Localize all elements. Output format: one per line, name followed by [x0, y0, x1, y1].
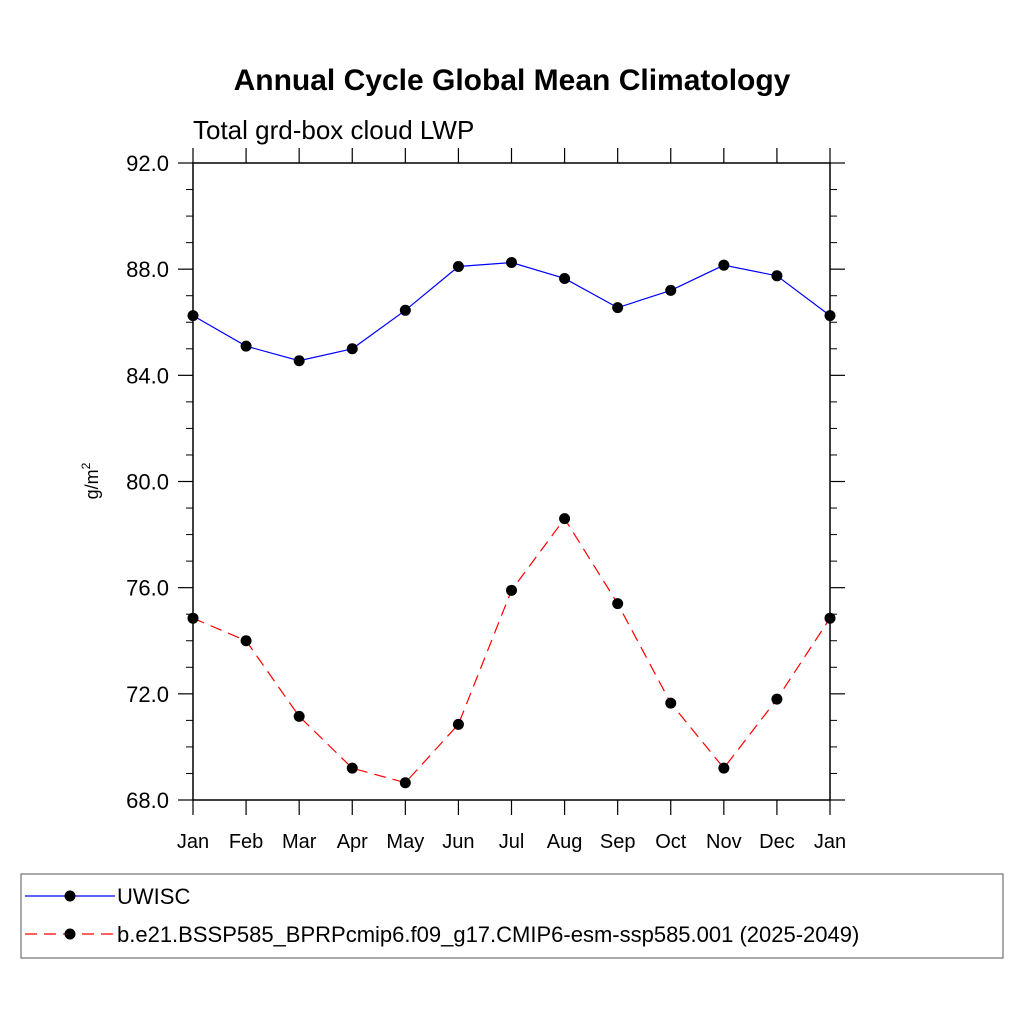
data-point [771, 693, 783, 705]
data-point [665, 697, 677, 709]
legend-item-2: b.e21.BSSP585_BPRPcmip6.f09_g17.CMIP6-es… [25, 922, 859, 947]
x-tick-label: May [386, 831, 424, 853]
data-point [665, 284, 677, 296]
x-tick-label: Jan [177, 831, 209, 853]
y-tick-label: 72.0 [126, 682, 169, 707]
data-point [612, 598, 624, 610]
x-tick-label: Dec [759, 831, 795, 853]
x-tick-label: Nov [706, 831, 742, 853]
x-tick-label: Jan [814, 831, 846, 853]
series-line [192, 517, 831, 784]
data-point [718, 259, 730, 271]
x-tick-label: Mar [282, 831, 317, 853]
data-point [240, 635, 252, 647]
y-axis-label-sup: 2 [79, 462, 93, 469]
y-tick-label: 68.0 [126, 788, 169, 813]
y-axis-label-base: g/m [82, 469, 102, 499]
data-point [612, 302, 624, 314]
y-axis-label: g/m2 [79, 462, 102, 499]
x-tick-label: Apr [337, 831, 368, 853]
x-tick-label: Aug [547, 831, 583, 853]
x-tick-label: Jun [442, 831, 474, 853]
data-point [452, 718, 464, 730]
chart-title: Annual Cycle Global Mean Climatology [234, 64, 791, 97]
y-tick-label: 76.0 [126, 576, 169, 601]
data-point [506, 257, 517, 269]
x-tick-label: Sep [600, 831, 636, 853]
legend-label: b.e21.BSSP585_BPRPcmip6.f09_g17.CMIP6-es… [117, 922, 859, 947]
x-tick-label: Oct [655, 831, 687, 853]
series-line [192, 261, 831, 362]
data-point [452, 261, 464, 273]
data-point [399, 304, 411, 316]
y-tick-label: 92.0 [126, 151, 169, 176]
chart-subtitle: Total grd-box cloud LWP [193, 115, 474, 145]
legend-marker [64, 890, 76, 902]
y-tick-label: 84.0 [126, 363, 169, 388]
data-point [718, 762, 730, 774]
data-point [506, 584, 517, 596]
data-point [771, 270, 783, 282]
legend: UWISC b.e21.BSSP585_BPRPcmip6.f09_g17.CMI… [20, 873, 1004, 959]
data-point [559, 272, 571, 284]
series-1 [187, 257, 836, 367]
y-tick-label: 80.0 [126, 470, 169, 495]
x-tick-label: Jul [499, 831, 525, 853]
plot-frame [192, 162, 831, 801]
legend-item-1: UWISC [25, 884, 190, 909]
data-point [559, 513, 571, 525]
legend-label: UWISC [117, 884, 190, 909]
data-point [240, 340, 252, 352]
y-tick-label: 88.0 [126, 257, 169, 282]
legend-box [20, 873, 1004, 959]
x-tick-label: Feb [229, 831, 263, 853]
data-point [293, 710, 305, 722]
data-point [293, 355, 305, 367]
data-point [399, 777, 411, 789]
data-point [346, 343, 358, 355]
data-point [346, 762, 358, 774]
legend-marker [64, 928, 76, 940]
series-2 [187, 513, 836, 789]
